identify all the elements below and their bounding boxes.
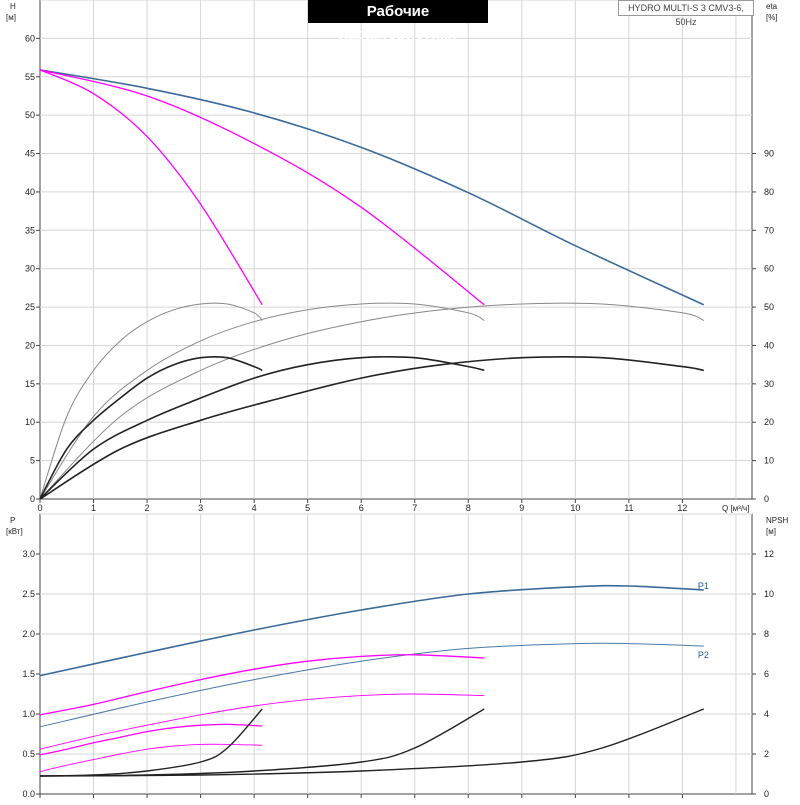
tick-label-x: 10 <box>570 503 580 513</box>
tick-label-x: 6 <box>359 503 364 513</box>
curve-eta-2pumps <box>39 302 485 500</box>
tick-label-left: 20 <box>25 340 35 350</box>
tick-label-right: 8 <box>764 629 769 639</box>
tick-label-right: 0 <box>764 789 769 799</box>
tick-label-left: 10 <box>25 417 35 427</box>
axis-label-left-unit: [м] <box>6 13 16 22</box>
curve-p2-2pumps <box>39 693 485 750</box>
tick-label-left: 45 <box>25 149 35 159</box>
tick-label-x: 0 <box>37 503 42 513</box>
tick-label-left: 0 <box>30 494 35 504</box>
tick-label-left: 1.5 <box>22 669 35 679</box>
axis-label-left-unit: [кВт] <box>6 527 23 536</box>
tick-label-right: 2 <box>764 749 769 759</box>
series-label-p2: P2 <box>698 650 709 660</box>
curve-eta-hydr-2pumps <box>39 355 485 500</box>
tick-label-x: 4 <box>252 503 257 513</box>
axis-label-x: Q [м³/ч] <box>722 504 749 513</box>
tick-label-left: 0.0 <box>22 789 35 799</box>
tick-label-x: 3 <box>198 503 203 513</box>
curve-head-system <box>39 69 705 306</box>
tick-label-left: 2.5 <box>22 589 35 599</box>
tick-label-left: 35 <box>25 225 35 235</box>
tick-label-right: 60 <box>764 264 774 274</box>
tick-label-x: 7 <box>412 503 417 513</box>
curve-head-2pumps <box>39 69 485 306</box>
curve-eta-hydr-1pump <box>39 355 263 500</box>
tick-label-left: 15 <box>25 379 35 389</box>
curve-p2-system <box>39 642 704 728</box>
tick-label-right: 6 <box>764 669 769 679</box>
tick-label-left: 50 <box>25 110 35 120</box>
tick-label-right: 0 <box>764 494 769 504</box>
curve-eta-hydr-3pumps <box>39 355 704 500</box>
axis-label-left: H <box>10 2 16 11</box>
curve-eta-1pump <box>39 302 263 500</box>
tick-label-right: 50 <box>764 302 774 312</box>
curve-p1-1pump <box>39 723 263 756</box>
curve-eta-3pumps <box>39 302 705 500</box>
tick-label-x: 2 <box>145 503 150 513</box>
tick-label-right: 80 <box>764 187 774 197</box>
tick-label-right: 90 <box>764 149 774 159</box>
tick-label-x: 9 <box>519 503 524 513</box>
tick-label-right: 10 <box>764 456 774 466</box>
axis-label-right: NPSH <box>766 516 788 525</box>
tick-label-left: 60 <box>25 33 35 43</box>
tick-label-right: 30 <box>764 379 774 389</box>
series-label-p1: P1 <box>698 581 709 591</box>
tick-label-x: 8 <box>466 503 471 513</box>
tick-label-right: 40 <box>764 340 774 350</box>
tick-label-x: 11 <box>624 503 633 513</box>
tick-label-left: 2.0 <box>22 629 35 639</box>
tick-label-x: 1 <box>91 503 96 513</box>
tick-label-left: 0.5 <box>22 749 35 759</box>
tick-label-right: 12 <box>764 549 774 559</box>
tick-label-x: 12 <box>677 503 687 513</box>
tick-label-right: 70 <box>764 225 774 235</box>
curve-p1-2pumps <box>39 654 485 716</box>
axis-label-left: P <box>10 516 15 525</box>
tick-label-left: 25 <box>25 302 35 312</box>
tick-label-left: 40 <box>25 187 35 197</box>
tick-label-x: 5 <box>305 503 310 513</box>
axis-label-right-unit: [%] <box>766 13 778 22</box>
curve-head-1pump <box>39 69 263 306</box>
axis-label-right: eta <box>766 2 778 11</box>
tick-label-right: 20 <box>764 417 774 427</box>
tick-label-right: 4 <box>764 709 769 719</box>
curve-p1-system <box>39 584 704 677</box>
curve-npsh-3pumps <box>39 708 705 777</box>
tick-label-right: 10 <box>764 589 774 599</box>
chart-title: Рабочие характеристики <box>308 0 488 43</box>
tick-label-left: 5 <box>30 456 35 466</box>
tick-label-left: 1.0 <box>22 709 35 719</box>
curve-p2-1pump <box>39 743 263 773</box>
tick-label-left: 3.0 <box>22 549 35 559</box>
model-label: HYDRO MULTI-S 3 CMV3-6, 50Hz <box>618 0 754 27</box>
tick-label-left: 30 <box>25 264 35 274</box>
axis-label-right-unit: [м] <box>766 527 776 536</box>
tick-label-left: 55 <box>25 72 35 82</box>
